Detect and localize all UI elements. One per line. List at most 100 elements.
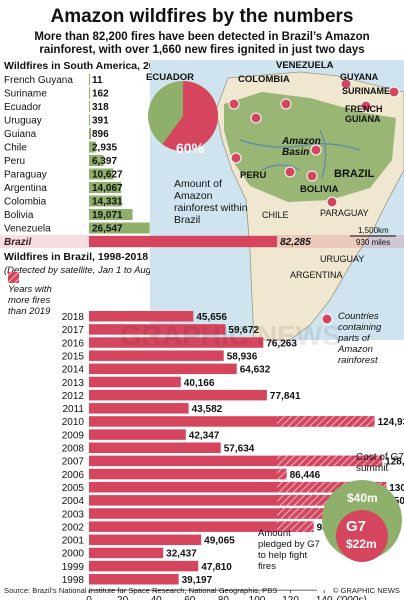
rainforest-countries-legend-text: Countries containing parts of Amazon rai… [338, 311, 382, 366]
sa-bar-ecuador [89, 101, 90, 112]
sa-bar-chile [89, 141, 96, 153]
sa-value-label-brazil: 82,285 [280, 237, 311, 248]
sa-value-label-guiana: 896 [92, 129, 109, 140]
x-tick-label-120: 120 [282, 595, 299, 600]
brazil-bar-2003 [89, 508, 349, 519]
x-axis-unit-label: ('000s) [336, 595, 366, 600]
sa-bar-peru [89, 155, 104, 166]
year-label-2001: 2001 [62, 536, 85, 547]
hatched-legend-text: Years with more fires than 2019 [8, 284, 52, 317]
sa-category-label-uruguay: Uruguay [4, 116, 42, 127]
rainforest-country-marker [228, 98, 240, 110]
brazil-value-label-2018: 45,656 [196, 312, 227, 323]
brazil-value-label-2000: 32,437 [166, 549, 197, 560]
sa-category-label-paraguay: Paraguay [4, 170, 47, 181]
sa-bar-colombia [89, 195, 122, 207]
g7-pledge-value: $22m [346, 537, 377, 551]
sa-bar-brazil [89, 236, 278, 247]
legend-marker-icon [321, 313, 333, 325]
x-tick-label-0: 0 [86, 595, 92, 600]
sa-value-label-argentina: 14,067 [92, 183, 123, 194]
brazil-value-label-1998: 39,197 [182, 575, 213, 586]
year-label-2007: 2007 [62, 457, 85, 468]
year-label-2004: 2004 [62, 496, 85, 507]
credit-text: © GRAPHIC NEWS [332, 586, 400, 595]
brazil-value-label-2013: 40,166 [184, 378, 215, 389]
year-label-2012: 2012 [62, 391, 85, 402]
sa-category-label-chile: Chile [4, 143, 27, 154]
brazil-bar-2012 [89, 389, 267, 401]
map-label-paraguay: PARAGUAY [320, 208, 369, 218]
brazil-bar-2007 [89, 455, 383, 467]
x-tick-label-140: 140 [316, 595, 333, 600]
map-label-colombia: COLOMBIA [238, 74, 290, 85]
brazil-value-label-2016: 76,263 [266, 338, 297, 349]
brazil-bar-2018 [89, 311, 194, 322]
brazil-value-label-2006: 86,446 [290, 470, 321, 481]
brazil-bar-2013 [89, 376, 181, 388]
sa-bar-argentina [89, 182, 122, 193]
year-label-2014: 2014 [62, 365, 85, 376]
sa-category-label-suriname: Suriname [4, 89, 47, 100]
pie-percent-label: 60% [176, 140, 205, 156]
x-tick-label-40: 40 [151, 595, 163, 600]
year-label-2000: 2000 [62, 549, 85, 560]
brazil-bar-excess-2002 [277, 521, 314, 532]
sa-category-label-venezuela: Venezuela [4, 224, 51, 235]
g7-cost-label: Cost of G7 summit [356, 452, 404, 474]
year-label-2003: 2003 [62, 509, 85, 520]
map-label-peru: PERU [240, 170, 267, 181]
hatched-legend-swatch [8, 272, 19, 283]
page-title: Amazon wildfires by the numbers [50, 6, 354, 27]
amazon-rainforest-area [224, 92, 396, 202]
sa-bar-uruguay [89, 114, 90, 126]
brazil-value-label-2010: 124,936 [378, 417, 404, 428]
sa-value-label-chile: 2,935 [92, 143, 117, 154]
year-label-2002: 2002 [62, 522, 85, 533]
brazil-bar-2017 [89, 324, 226, 335]
brazil-value-label-2014: 64,632 [240, 365, 271, 376]
map-label-argentina: ARGENTINA [290, 270, 343, 280]
brazil-bar-2006 [89, 468, 287, 480]
rainforest-country-marker [250, 112, 262, 124]
rainforest-country-marker [388, 86, 400, 98]
brazil-bar-2009 [89, 429, 186, 440]
sa-category-label-ecuador: Ecuador [4, 102, 42, 113]
sa-value-label-suriname: 162 [92, 89, 109, 100]
brazil-bar-excess-2004 [277, 495, 372, 506]
pie-brazil-slice [162, 81, 218, 152]
brazil-bar-excess-2003 [277, 508, 349, 519]
brazil-bar-2014 [89, 363, 237, 375]
rainforest-country-marker [360, 100, 372, 112]
sa-category-label-argentina: Argentina [4, 183, 47, 194]
map-scale-miles: 930 miles [356, 238, 391, 247]
graphic-news-watermark: GRAPHIC NEWS [120, 320, 341, 351]
sa-category-label-french-guyana: French Guyana [4, 75, 73, 86]
year-label-2005: 2005 [62, 483, 85, 494]
sa-value-label-french-guyana: 11 [92, 75, 103, 86]
sa-value-label-ecuador: 318 [92, 102, 109, 113]
brazil-bar-excess-2010 [277, 416, 375, 427]
rainforest-country-marker [284, 166, 296, 178]
brazil-bar-2010 [89, 416, 375, 427]
brazil-section-note: (Detected by satellite, Jan 1 to Aug 26) [4, 265, 168, 276]
g7-logo-icon: G7 [346, 518, 367, 535]
map-label-ecuador: ECUADOR [146, 72, 195, 83]
map-label-french-guiana: FRENCH GUIANA [345, 104, 383, 124]
rainforest-country-marker [340, 78, 352, 90]
rainforest-country-marker [326, 196, 338, 208]
brazil-bar-excess-2007 [277, 455, 383, 467]
map-label-uruguay: URUGUAY [320, 254, 365, 264]
year-label-1998: 1998 [62, 575, 85, 586]
x-tick-label-20: 20 [117, 595, 129, 600]
sa-category-label-guiana: Guiana [4, 129, 37, 140]
rainforest-country-marker [306, 170, 318, 182]
brazil-value-label-1999: 47,810 [201, 562, 232, 573]
brazil-bar-2000 [89, 547, 164, 559]
rainforest-country-marker [280, 98, 292, 110]
brazil-value-label-2007: 128,257 [385, 457, 404, 468]
sa-category-label-colombia: Colombia [4, 197, 47, 208]
footer: Source: Brazil’s National Institute for … [4, 586, 400, 595]
year-label-2006: 2006 [62, 470, 85, 481]
sa-bar-bolivia [89, 209, 133, 220]
